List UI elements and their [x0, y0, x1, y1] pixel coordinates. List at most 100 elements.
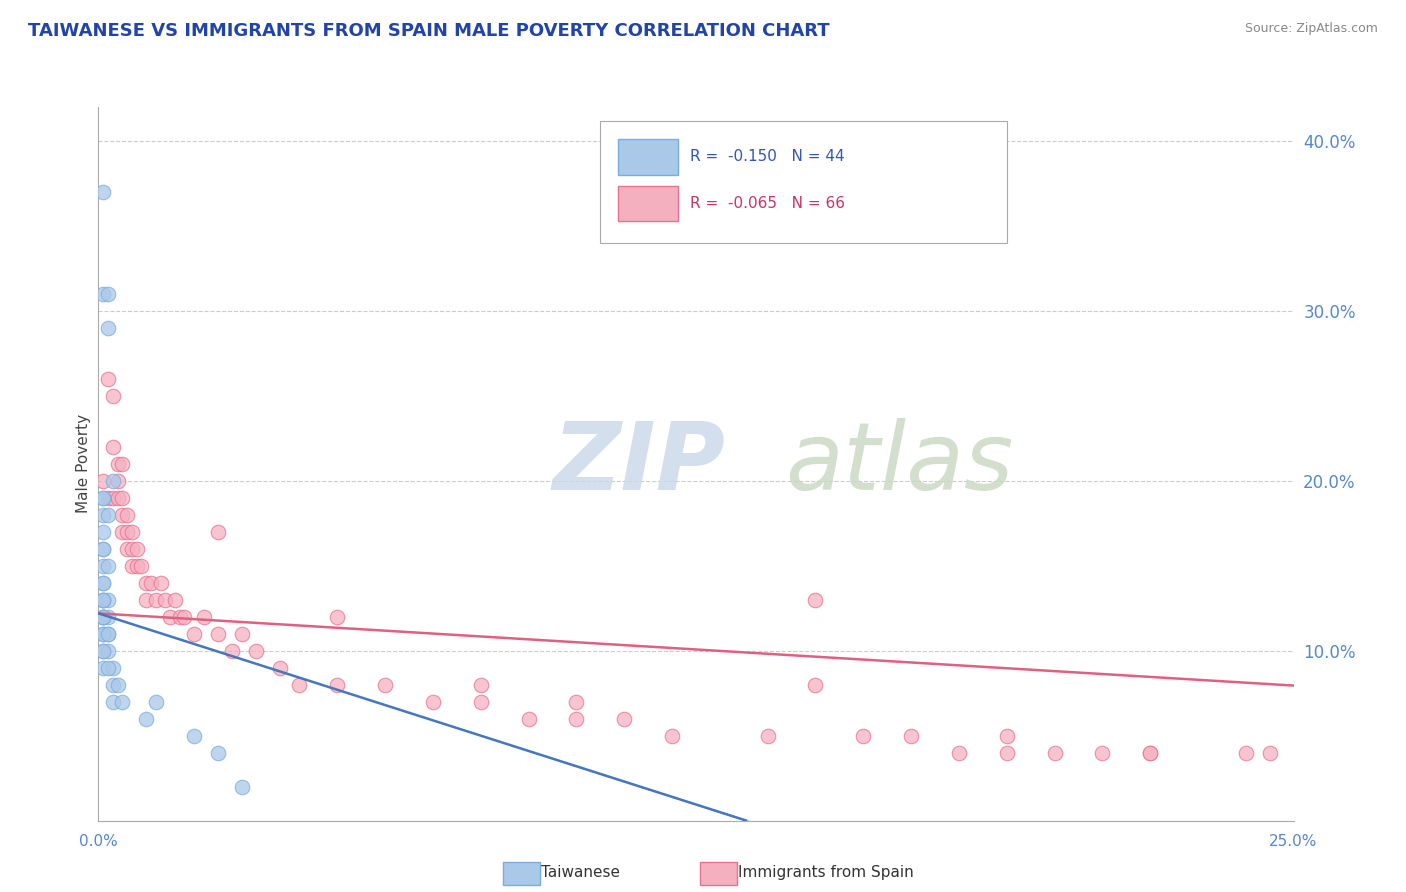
- Point: [91, 592, 114, 607]
- Point: [91, 626, 114, 640]
- Point: [91, 609, 114, 624]
- Point: [756, 729, 779, 743]
- Point: [91, 609, 114, 624]
- Point: [145, 695, 167, 709]
- Point: [470, 695, 492, 709]
- Point: [91, 491, 114, 505]
- Point: [163, 592, 186, 607]
- Point: [107, 457, 129, 471]
- Point: [1139, 746, 1161, 760]
- Point: [91, 575, 114, 590]
- Point: [101, 491, 124, 505]
- Text: R =  -0.150   N = 44: R = -0.150 N = 44: [690, 150, 845, 164]
- Point: [374, 678, 396, 692]
- Point: [159, 609, 181, 624]
- Point: [97, 661, 120, 675]
- Point: [661, 729, 683, 743]
- Point: [91, 491, 114, 505]
- Point: [193, 609, 215, 624]
- Point: [1234, 746, 1257, 760]
- Text: R =  -0.065   N = 66: R = -0.065 N = 66: [690, 196, 845, 211]
- Point: [91, 575, 114, 590]
- Point: [97, 626, 120, 640]
- Point: [101, 389, 124, 403]
- Point: [326, 678, 349, 692]
- Point: [269, 661, 291, 675]
- Point: [517, 712, 540, 726]
- Point: [121, 558, 143, 573]
- Point: [97, 592, 120, 607]
- Point: [111, 695, 134, 709]
- Point: [804, 678, 827, 692]
- Point: [155, 592, 177, 607]
- Point: [1091, 746, 1114, 760]
- Point: [107, 491, 129, 505]
- FancyBboxPatch shape: [619, 139, 678, 175]
- Point: [121, 524, 143, 539]
- Point: [125, 541, 148, 556]
- Point: [101, 474, 124, 488]
- Point: [101, 695, 124, 709]
- Point: [97, 609, 120, 624]
- Point: [97, 372, 120, 386]
- Point: [948, 746, 970, 760]
- Point: [91, 558, 114, 573]
- Point: [995, 729, 1018, 743]
- Text: Immigrants from Spain: Immigrants from Spain: [738, 865, 914, 880]
- Point: [173, 609, 195, 624]
- Point: [183, 626, 205, 640]
- Point: [91, 541, 114, 556]
- Point: [97, 287, 120, 301]
- Point: [121, 541, 143, 556]
- Point: [111, 524, 134, 539]
- Point: [470, 678, 492, 692]
- Point: [91, 592, 114, 607]
- Point: [97, 644, 120, 658]
- Point: [422, 695, 444, 709]
- Point: [135, 712, 157, 726]
- Point: [111, 457, 134, 471]
- Point: [565, 712, 588, 726]
- Point: [91, 541, 114, 556]
- Point: [125, 558, 148, 573]
- Point: [135, 592, 157, 607]
- Y-axis label: Male Poverty: Male Poverty: [76, 414, 91, 514]
- Point: [207, 524, 229, 539]
- Point: [1043, 746, 1066, 760]
- Point: [207, 626, 229, 640]
- Point: [111, 508, 134, 522]
- Point: [288, 678, 311, 692]
- Point: [231, 626, 253, 640]
- Point: [107, 474, 129, 488]
- Point: [115, 541, 138, 556]
- Point: [97, 508, 120, 522]
- Point: [91, 609, 114, 624]
- Point: [91, 644, 114, 658]
- Point: [995, 746, 1018, 760]
- Point: [135, 575, 157, 590]
- Point: [613, 712, 636, 726]
- Point: [91, 592, 114, 607]
- Point: [852, 729, 875, 743]
- Point: [131, 558, 153, 573]
- Text: ZIP: ZIP: [553, 417, 725, 510]
- Text: Source: ZipAtlas.com: Source: ZipAtlas.com: [1244, 22, 1378, 36]
- Point: [565, 695, 588, 709]
- Point: [97, 626, 120, 640]
- Text: atlas: atlas: [786, 418, 1014, 509]
- Point: [91, 287, 114, 301]
- Point: [91, 508, 114, 522]
- Point: [91, 626, 114, 640]
- Point: [145, 592, 167, 607]
- Point: [221, 644, 243, 658]
- Point: [900, 729, 922, 743]
- Point: [107, 678, 129, 692]
- Point: [101, 440, 124, 454]
- Point: [1258, 746, 1281, 760]
- Point: [207, 746, 229, 760]
- Point: [1139, 746, 1161, 760]
- Point: [91, 609, 114, 624]
- Point: [183, 729, 205, 743]
- Point: [101, 678, 124, 692]
- Point: [245, 644, 267, 658]
